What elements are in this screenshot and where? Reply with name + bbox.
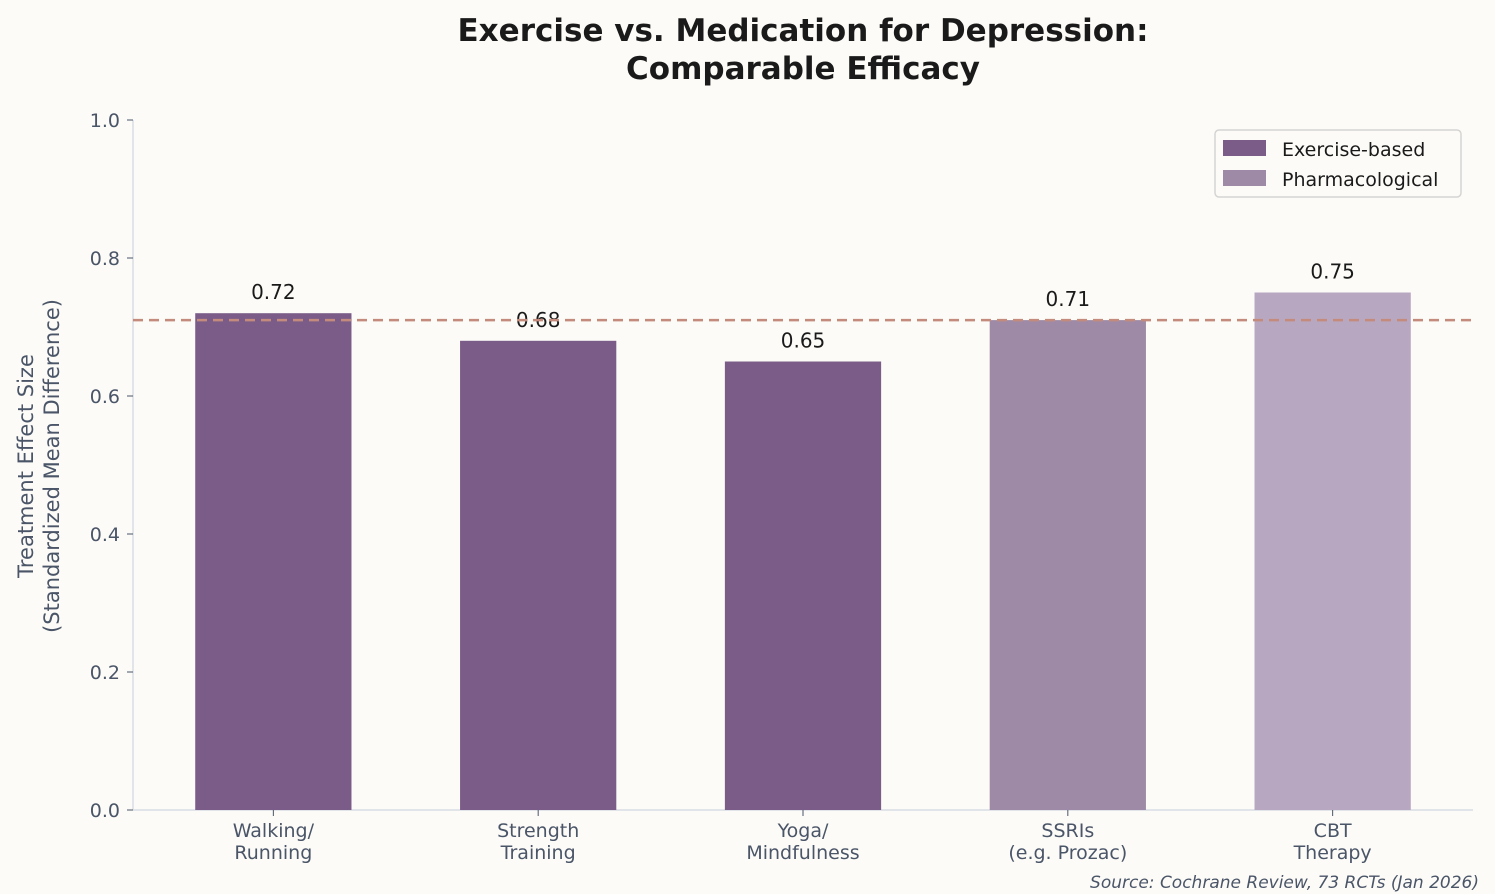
y-tick-label: 0.0 — [90, 800, 120, 822]
chart-title-line2: Comparable Efficacy — [626, 51, 980, 87]
y-tick-label: 0.8 — [90, 248, 120, 270]
x-tick-label: CBT — [1314, 820, 1352, 842]
legend-swatch-pharma — [1223, 170, 1266, 186]
bar-value-label: 0.72 — [251, 280, 296, 304]
x-tick-label: Training — [500, 842, 576, 864]
legend: Exercise-based Pharmacological — [1214, 129, 1462, 198]
x-tick-label: Yoga/ — [777, 820, 829, 842]
y-tick-label: 0.6 — [90, 386, 120, 408]
x-tick-label: Strength — [497, 820, 579, 842]
chart-title-line1: Exercise vs. Medication for Depression: — [458, 13, 1149, 49]
bar — [989, 320, 1146, 810]
x-tick-label: Running — [234, 842, 312, 864]
bar — [1254, 292, 1411, 810]
bar-value-label: 0.65 — [781, 329, 826, 353]
x-tick-label: SSRIs — [1041, 820, 1094, 842]
x-tick-label: Therapy — [1293, 842, 1372, 864]
bar-value-label: 0.71 — [1046, 287, 1091, 311]
legend-label-exercise: Exercise-based — [1282, 139, 1425, 161]
bar-value-label: 0.75 — [1310, 260, 1355, 284]
bar — [460, 340, 617, 810]
y-axis-label-line2: (Standardized Mean Difference) — [40, 299, 64, 633]
bar — [724, 361, 882, 810]
legend-swatch-exercise — [1223, 140, 1266, 156]
x-tick-label: Mindfulness — [746, 842, 859, 864]
y-tick-label: 0.2 — [90, 662, 120, 684]
legend-label-pharma: Pharmacological — [1282, 169, 1438, 191]
y-tick-label: 1.0 — [90, 110, 120, 132]
x-tick-label: Walking/ — [233, 820, 315, 842]
bar — [195, 313, 352, 810]
y-tick-label: 0.4 — [90, 524, 120, 546]
source-note: Source: Cochrane Review, 73 RCTs (Jan 20… — [1090, 873, 1479, 893]
y-axis-label-line1: Treatment Effect Size — [14, 354, 38, 579]
x-tick-label: (e.g. Prozac) — [1008, 842, 1127, 864]
